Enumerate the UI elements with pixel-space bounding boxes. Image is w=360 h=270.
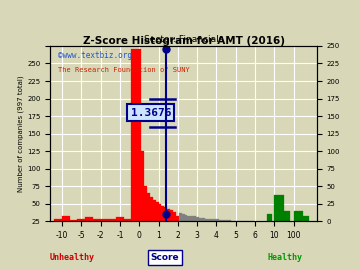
Bar [85, 217, 93, 221]
Bar [131, 49, 141, 221]
Bar [294, 211, 303, 221]
Bar [144, 186, 147, 221]
Text: The Research Foundation of SUNY: The Research Foundation of SUNY [58, 67, 190, 73]
Text: Healthy: Healthy [267, 253, 302, 262]
Bar [173, 212, 176, 221]
Bar [185, 215, 188, 221]
Bar [274, 195, 284, 221]
Bar [303, 216, 309, 221]
Bar [219, 220, 222, 221]
Y-axis label: Number of companies (997 total): Number of companies (997 total) [18, 75, 24, 192]
Bar [211, 219, 213, 221]
Title: Z-Score Histogram for AMT (2016): Z-Score Histogram for AMT (2016) [82, 36, 285, 46]
Bar [116, 217, 124, 221]
Bar [208, 219, 211, 221]
Bar [167, 209, 170, 221]
Text: ©www.textbiz.org: ©www.textbiz.org [58, 51, 132, 60]
Bar [216, 219, 219, 221]
Bar [100, 219, 108, 221]
Bar [193, 217, 196, 221]
Bar [164, 207, 167, 221]
Bar [190, 217, 193, 221]
Bar [141, 151, 144, 221]
Bar [77, 219, 85, 221]
Bar [222, 220, 225, 221]
Bar [176, 216, 179, 221]
Bar [284, 211, 290, 221]
Bar [54, 219, 62, 221]
Bar [182, 214, 185, 221]
Bar [156, 202, 158, 221]
Bar [170, 210, 173, 221]
Bar [199, 218, 202, 221]
Bar [124, 219, 131, 221]
Bar [70, 220, 77, 221]
Text: Unhealthy: Unhealthy [49, 253, 94, 262]
Bar [108, 219, 116, 221]
Text: Sector: Financials: Sector: Financials [144, 35, 223, 44]
Bar [158, 204, 161, 221]
Bar [267, 214, 273, 221]
Bar [213, 219, 216, 221]
Bar [196, 217, 199, 221]
Bar [179, 213, 182, 221]
Bar [150, 197, 153, 221]
Bar [153, 200, 156, 221]
Bar [202, 218, 205, 221]
Bar [188, 216, 190, 221]
Bar [161, 206, 164, 221]
Bar [62, 217, 70, 221]
Text: 1.3676: 1.3676 [131, 107, 171, 118]
Bar [205, 219, 208, 221]
Bar [228, 220, 231, 221]
Bar [225, 220, 228, 221]
Text: Score: Score [150, 253, 179, 262]
Bar [147, 193, 150, 221]
Bar [93, 219, 100, 221]
